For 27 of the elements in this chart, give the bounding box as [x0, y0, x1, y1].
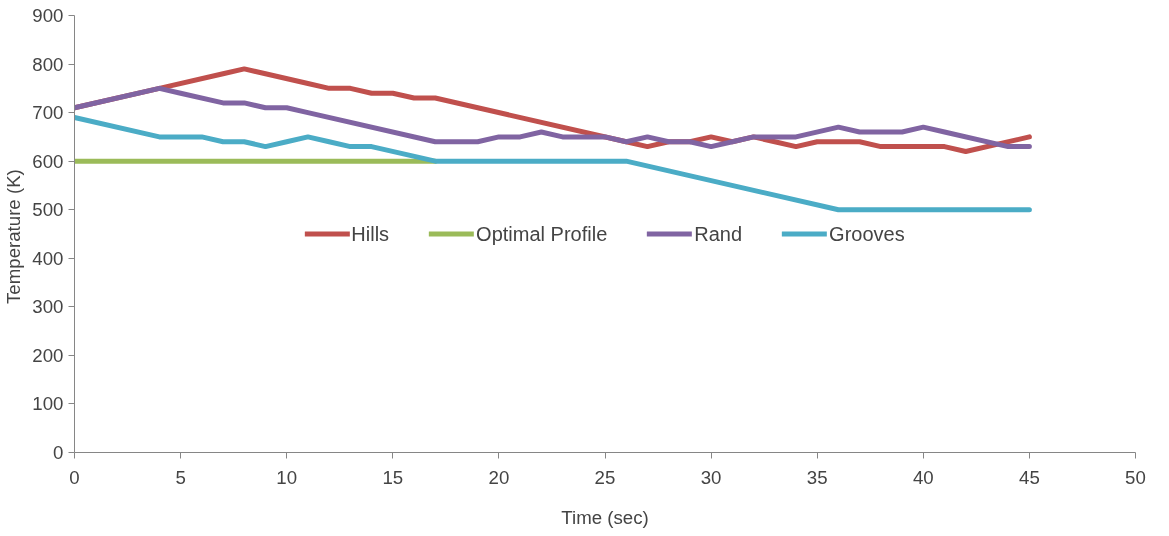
x-tick-label: 20 — [488, 466, 510, 488]
x-tick-label: 0 — [69, 466, 80, 488]
y-tick-label: 200 — [32, 344, 64, 366]
y-tick-label: 800 — [32, 53, 64, 75]
x-tick-label: 30 — [700, 466, 722, 488]
x-tick-label: 15 — [382, 466, 404, 488]
y-tick-label: 600 — [32, 150, 64, 172]
y-tick-label: 0 — [53, 442, 64, 463]
x-tick-label: 50 — [1125, 466, 1146, 488]
legend-label: Hills — [351, 222, 390, 245]
legend-label: Grooves — [829, 222, 905, 245]
y-tick-label: 700 — [32, 102, 64, 124]
x-tick-label: 35 — [806, 466, 828, 488]
y-tick-label: 500 — [32, 199, 64, 221]
x-tick-label: 10 — [276, 466, 298, 488]
x-axis-title: Time (sec) — [561, 506, 649, 528]
x-tick-label: 40 — [912, 466, 934, 488]
legend-label: Optimal Profile — [476, 222, 608, 245]
legend-label: Rand — [694, 222, 743, 245]
x-tick-label: 5 — [175, 466, 186, 488]
y-tick-label: 300 — [32, 296, 64, 318]
y-tick-label: 400 — [32, 247, 64, 269]
y-axis-title: Temperature (K) — [3, 169, 25, 304]
x-tick-label: 45 — [1019, 466, 1040, 488]
y-tick-label: 100 — [32, 393, 64, 415]
x-tick-label: 25 — [594, 466, 616, 488]
y-tick-label: 900 — [32, 5, 64, 26]
